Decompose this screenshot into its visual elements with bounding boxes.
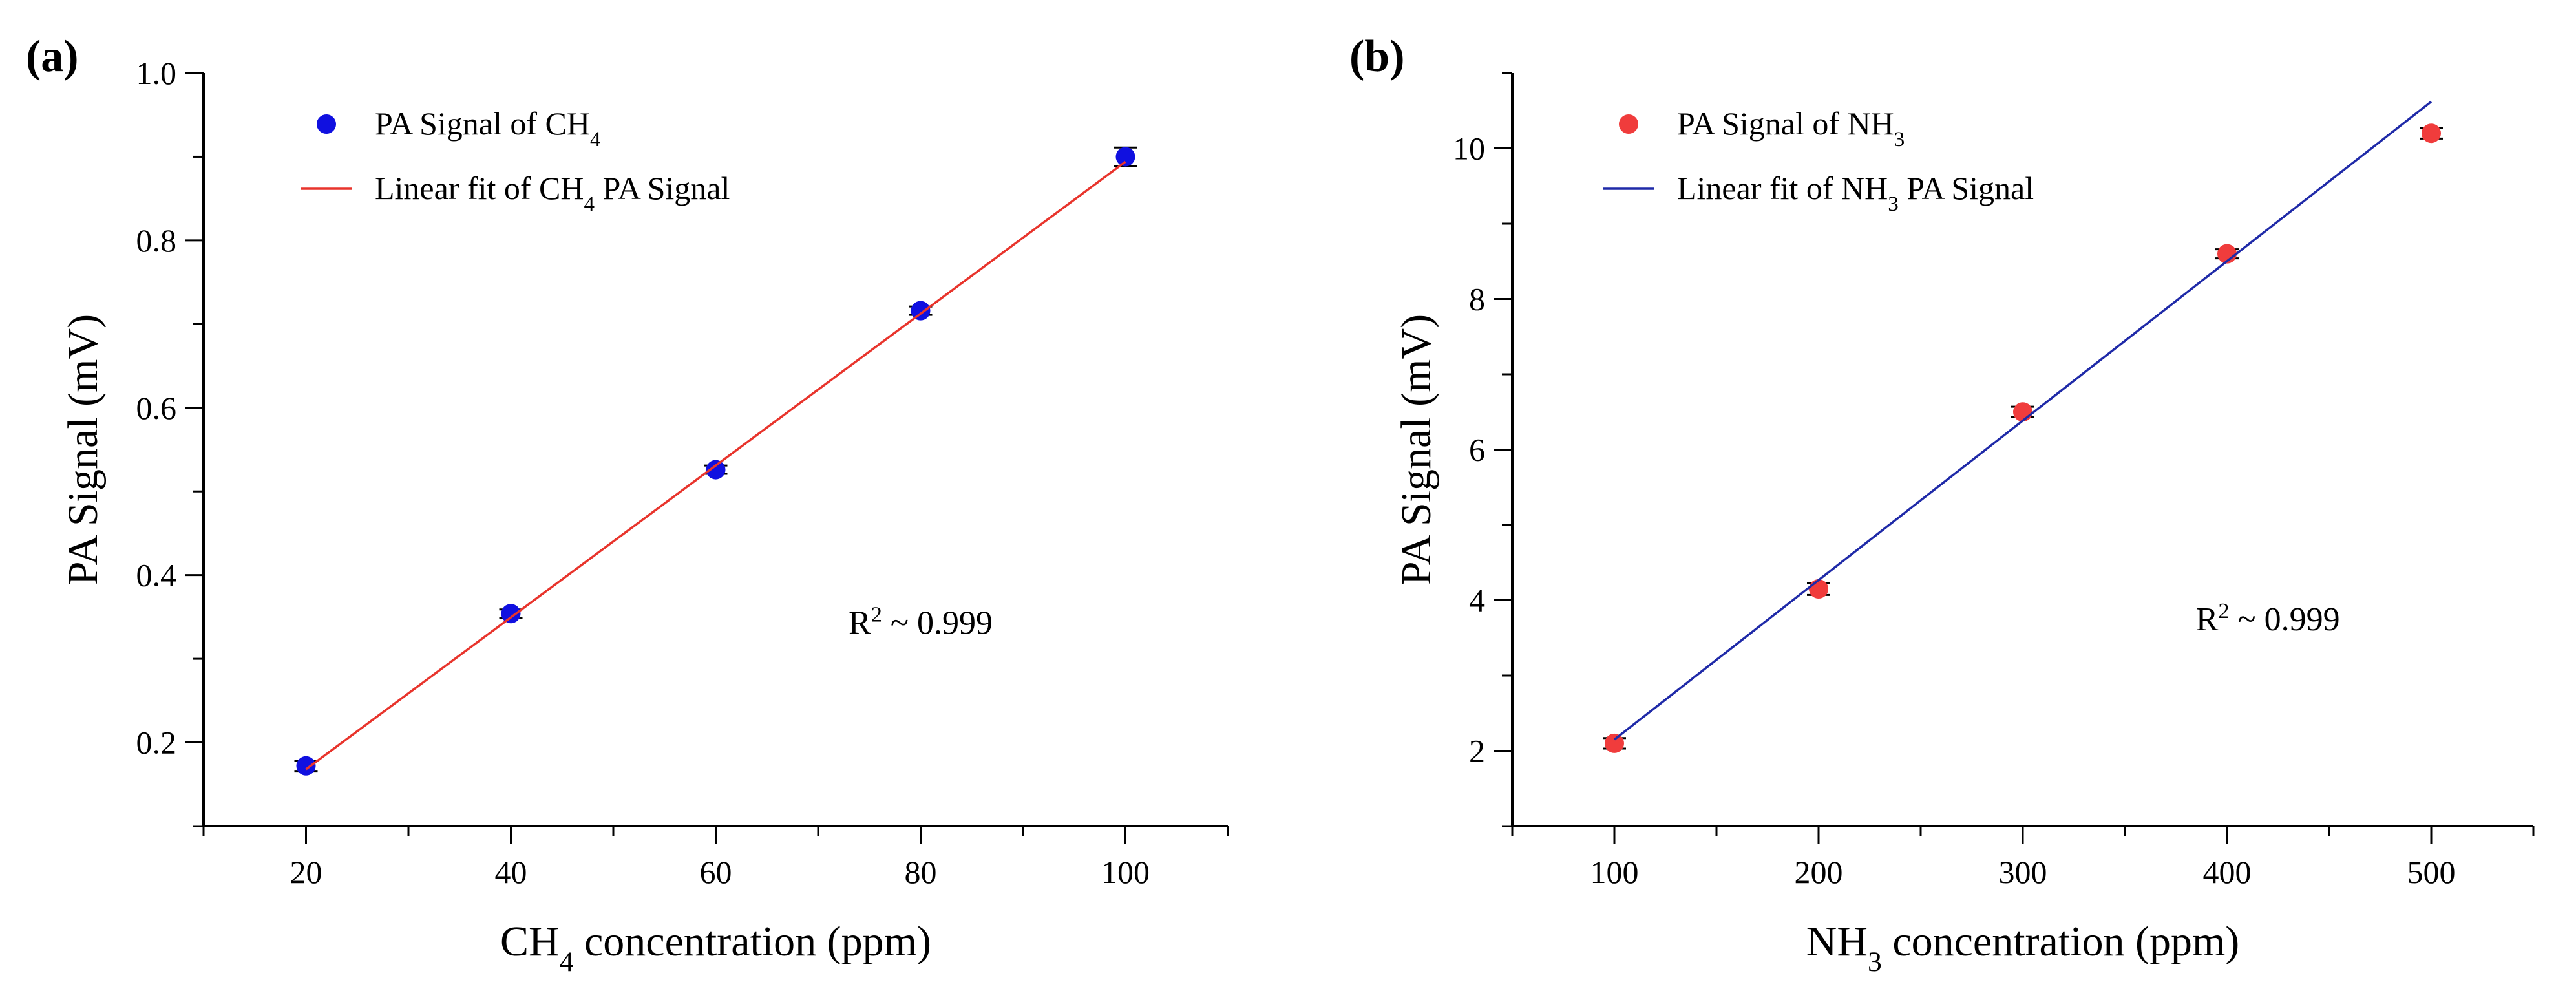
legend-entry-pre: Linear fit of NH	[1677, 170, 1888, 206]
y-tick-label: 10	[1453, 131, 1485, 167]
x-axis-label-pre: NH	[1806, 918, 1868, 965]
r-squared-annotation-sup: 2	[871, 602, 882, 626]
chart-panel-a: (a) 20 40 60 80 100 0.2 0.4 0.6 0.8 1.0 CH4 concent…	[26, 32, 1229, 977]
x-axis-label: CH4 concentration (ppm)	[500, 918, 931, 977]
r-squared-annotation-pre: R	[2196, 601, 2219, 638]
y-tick-label: 6	[1469, 432, 1485, 468]
panel-label: (a)	[26, 32, 79, 81]
legend-entry-sub: 4	[590, 128, 601, 151]
fit-line	[305, 160, 1126, 771]
r-squared-annotation-post: ~ 0.999	[2230, 601, 2340, 638]
legend-entry: Linear fit of NH3 PA Signal	[1677, 170, 2034, 216]
data-point	[501, 604, 521, 624]
legend-entry-post: PA Signal	[595, 170, 730, 206]
x-tick-label: 20	[290, 854, 322, 890]
y-tick-label: 0.8	[136, 222, 177, 259]
fit-line	[1613, 100, 2433, 741]
x-axis-label-sub: 3	[1868, 946, 1882, 977]
y-tick-label: 2	[1469, 733, 1485, 769]
legend-entry: PA Signal of CH4	[375, 105, 600, 151]
y-axis-label: PA Signal (mV)	[1393, 314, 1440, 585]
legend-entry-pre: PA Signal of CH	[375, 105, 590, 142]
x-tick-label: 40	[495, 854, 527, 890]
r-squared-annotation-sup: 2	[2218, 599, 2229, 623]
data-point	[911, 301, 931, 321]
panel-label: (b)	[1349, 32, 1405, 81]
y-tick-label: 0.2	[136, 725, 177, 761]
x-tick-label: 80	[905, 854, 937, 890]
legend-entry-sub: 4	[584, 193, 595, 216]
r-squared-annotation-post: ~ 0.999	[882, 604, 993, 641]
legend-entry-pre: PA Signal of NH	[1677, 105, 1894, 142]
x-axis-label: NH3 concentration (ppm)	[1806, 918, 2240, 977]
x-tick-label: 300	[1999, 854, 2047, 890]
legend-marker-swatch	[1619, 114, 1638, 134]
x-tick-label: 200	[1795, 854, 1843, 890]
data-point	[1809, 579, 1828, 599]
x-axis-label-post: concentration (ppm)	[574, 918, 931, 965]
r-squared-annotation: R2 ~ 0.999	[849, 602, 993, 641]
legend-entry-sub: 3	[1894, 128, 1905, 151]
x-axis-label-sub: 4	[560, 946, 574, 977]
data-point	[2422, 123, 2441, 144]
x-axis-label-post: concentration (ppm)	[1882, 918, 2239, 965]
legend-marker-swatch	[317, 114, 336, 134]
y-tick-label: 1.0	[136, 55, 177, 91]
x-tick-label: 500	[2407, 854, 2456, 890]
y-axis-label: PA Signal (mV)	[59, 314, 107, 585]
data-point	[296, 756, 316, 776]
legend-entry-pre: Linear fit of CH	[375, 170, 584, 206]
y-tick-label: 0.6	[136, 390, 177, 426]
chart-panel-b: (b) 100 200 300 400 500 2 4 6 8 10 NH3 concentratio…	[1288, 0, 2576, 991]
data-point	[1115, 147, 1135, 167]
r-squared-annotation-pre: R	[849, 604, 871, 641]
legend-entry: PA Signal of NH3	[1677, 105, 1905, 151]
y-tick-label: 4	[1469, 582, 1485, 619]
data-point	[1605, 733, 1624, 753]
legend-entry-post: PA Signal	[1899, 170, 2034, 206]
legend-entry: Linear fit of CH4 PA Signal	[375, 170, 730, 216]
r-squared-annotation: R2 ~ 0.999	[2196, 599, 2340, 638]
data-point	[706, 460, 726, 480]
x-tick-label: 60	[700, 854, 732, 890]
x-tick-label: 100	[1101, 854, 1150, 890]
legend-entry-sub: 3	[1888, 193, 1899, 216]
y-tick-label: 8	[1469, 281, 1485, 317]
x-axis-label-pre: CH	[500, 918, 560, 965]
y-tick-label: 0.4	[136, 557, 177, 593]
data-point	[2013, 402, 2032, 422]
x-tick-label: 400	[2203, 854, 2252, 890]
x-tick-label: 100	[1590, 854, 1639, 890]
